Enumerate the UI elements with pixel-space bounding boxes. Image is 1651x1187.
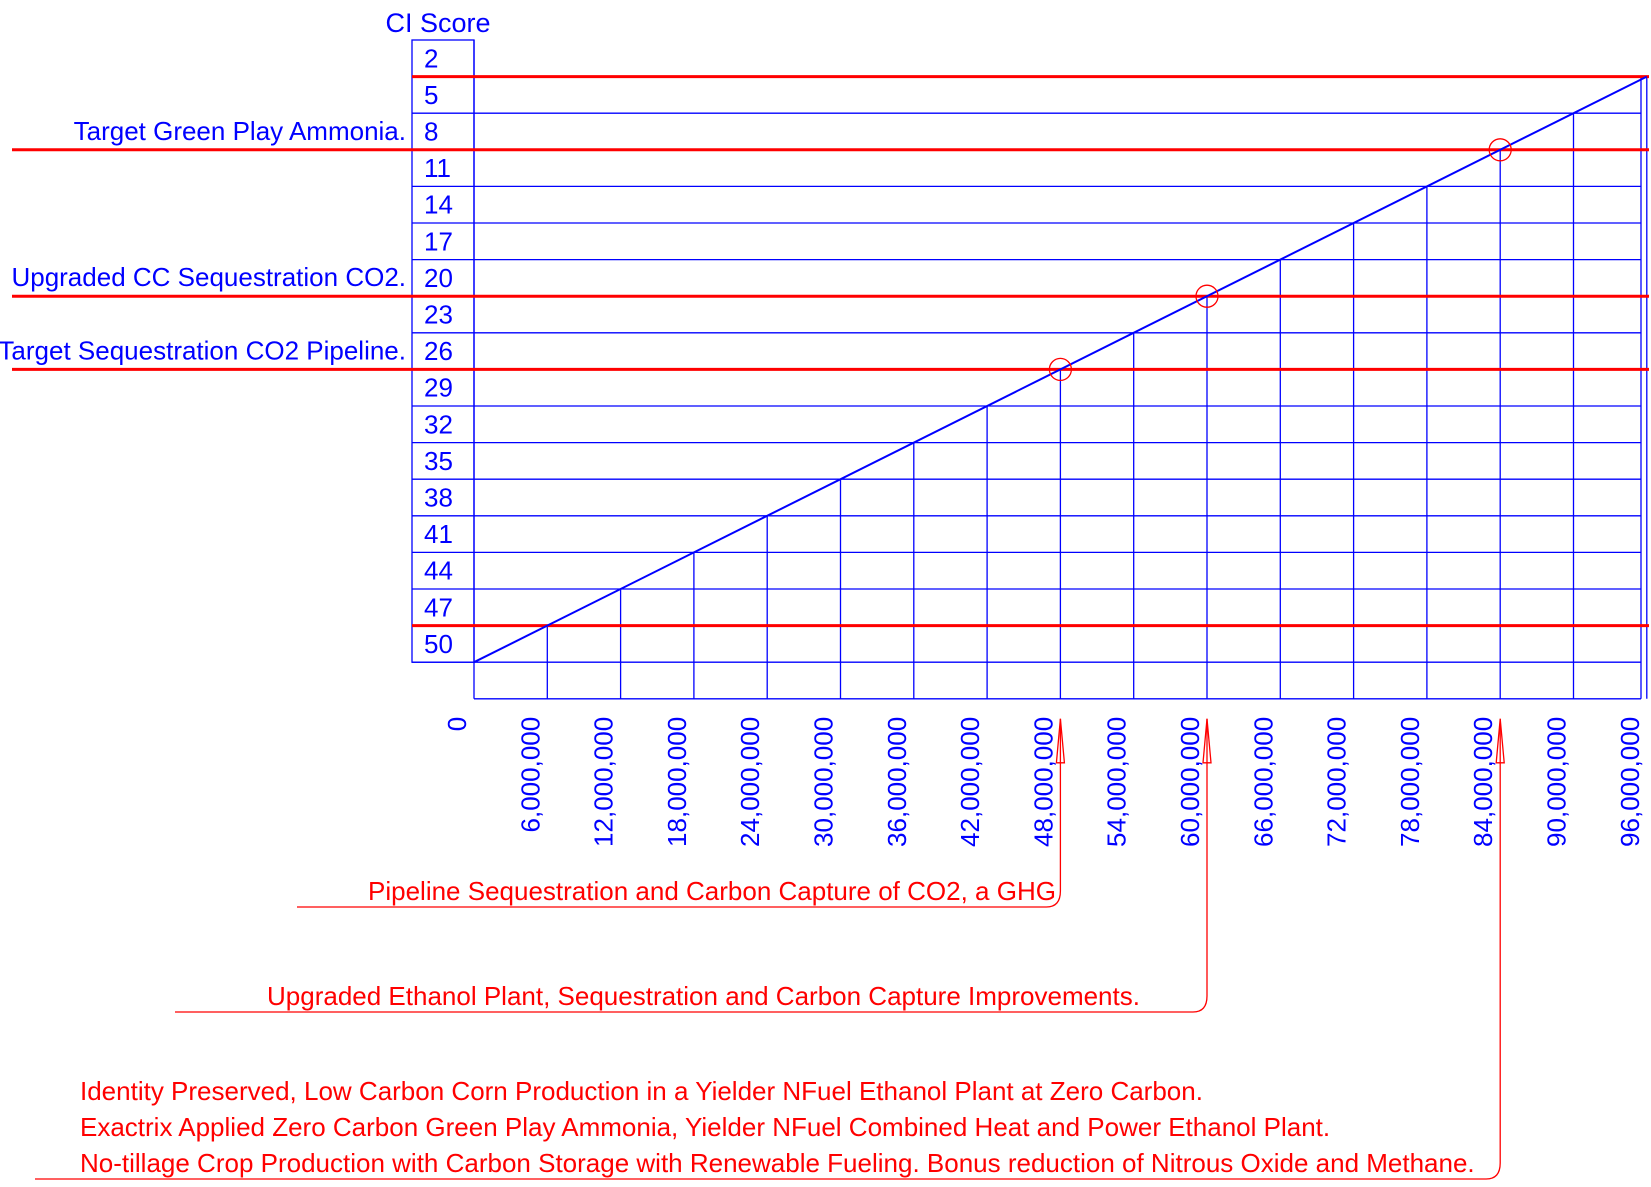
tick-labels: 2 5 8 11 14 17 20 23 26 29 32 35 38 41 44 47 50 0 6,000,00…: [424, 43, 1645, 847]
annotation-text: Identity Preserved, Low Carbon Corn Prod…: [80, 1076, 1203, 1106]
x-tick-label: 24,000,000: [735, 717, 765, 847]
y-tick-label: 17: [424, 226, 453, 256]
annotation-arrowhead: [1055, 718, 1066, 764]
x-tick-label: 0: [442, 717, 472, 731]
y-tick-label: 41: [424, 519, 453, 549]
annotation-text: Pipeline Sequestration and Carbon Captur…: [368, 876, 1056, 906]
annotation-text: Exactrix Applied Zero Carbon Green Play …: [80, 1112, 1330, 1142]
y-tick-label: 8: [424, 117, 438, 147]
annotations: Pipeline Sequestration and Carbon Captur…: [35, 718, 1505, 1180]
reference-line-labels: Target Green Play Ammonia. Upgraded CC Se…: [0, 116, 406, 366]
x-tick-label: 6,000,000: [515, 717, 545, 833]
y-tick-label: 47: [424, 592, 453, 622]
y-tick-label: 38: [424, 483, 453, 513]
y-tick-label: 29: [424, 373, 453, 403]
highlight-point: [1488, 138, 1512, 162]
annotation-leader: [297, 718, 1062, 908]
y-tick-label: 32: [424, 409, 453, 439]
annotation-leader: [175, 718, 1208, 1013]
x-tick-label: 84,000,000: [1468, 717, 1498, 847]
x-tick-label: 96,000,000: [1615, 717, 1645, 847]
x-tick-label: 12,000,000: [589, 717, 619, 847]
y-tick-label: 26: [424, 336, 453, 366]
reference-line-label: Target Sequestration CO2 Pipeline.: [0, 335, 406, 365]
x-tick-label: 48,000,000: [1028, 717, 1058, 847]
annotation-text: No-tillage Crop Production with Carbon S…: [80, 1148, 1475, 1178]
reference-line-label: Upgraded CC Sequestration CO2.: [11, 262, 406, 292]
ci-score-line: [473, 75, 1648, 664]
x-tick-label: 36,000,000: [882, 717, 912, 847]
x-tick-label: 42,000,000: [955, 717, 985, 847]
reference-line-label: Target Green Play Ammonia.: [74, 116, 406, 146]
y-axis-title: CI Score: [385, 8, 490, 38]
x-tick-label: 60,000,000: [1175, 717, 1205, 847]
data-series: [473, 75, 1648, 664]
y-tick-label: 20: [424, 263, 453, 293]
y-tick-label: 14: [424, 190, 453, 220]
y-tick-label: 50: [424, 629, 453, 659]
annotation-arrowhead: [1202, 718, 1212, 764]
annotation-arrowhead: [1495, 718, 1505, 764]
highlight-point: [1048, 357, 1073, 382]
reference-lines: [12, 75, 1649, 628]
x-tick-label: 78,000,000: [1395, 717, 1425, 847]
x-tick-label: 72,000,000: [1322, 717, 1352, 847]
x-tick-label: 18,000,000: [662, 717, 692, 847]
x-tick-label: 66,000,000: [1248, 717, 1278, 847]
y-tick-label: 2: [424, 43, 438, 73]
y-tick-label: 23: [424, 300, 453, 330]
y-tick-label: 5: [424, 80, 438, 110]
y-tick-label: 11: [424, 153, 451, 183]
annotation-leader: [35, 718, 1501, 1180]
highlight-point: [1195, 284, 1219, 308]
y-tick-label: 35: [424, 446, 453, 476]
annotation-text: Upgraded Ethanol Plant, Sequestration an…: [267, 981, 1140, 1011]
x-tick-label: 54,000,000: [1102, 717, 1132, 847]
x-tick-label: 30,000,000: [809, 717, 839, 847]
y-tick-label: 44: [424, 556, 453, 586]
x-tick-label: 90,000,000: [1542, 717, 1572, 847]
